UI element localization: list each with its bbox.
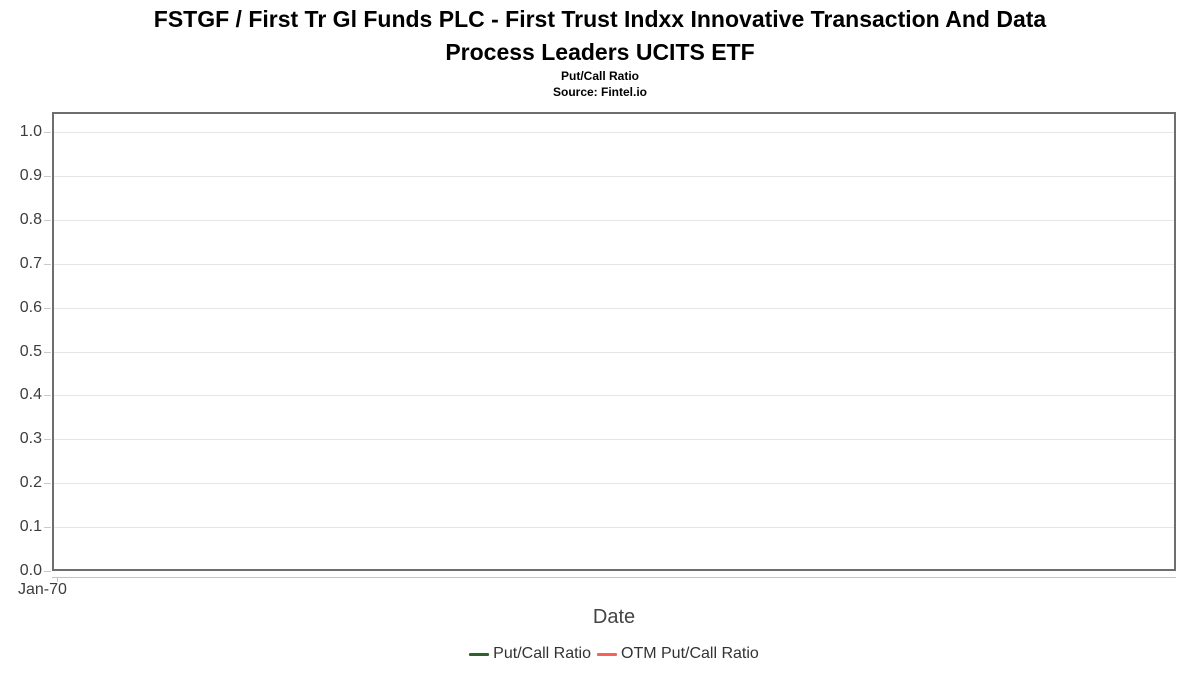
- y-tick-label: 0.7: [19, 254, 42, 272]
- y-gridline: [54, 483, 1174, 485]
- x-tick-label: Jan-70: [18, 581, 67, 598]
- x-axis-line: [52, 577, 1176, 578]
- y-gridline: [54, 263, 1174, 265]
- y-tick-label: 0.1: [19, 518, 42, 536]
- chart-legend: Put/Call Ratio OTM Put/Call Ratio: [52, 645, 1176, 663]
- y-tick-label: 0.2: [19, 474, 42, 492]
- y-tick-label: 0.6: [19, 298, 42, 316]
- y-tick-mark: [44, 219, 51, 221]
- y-tick-label: 0.0: [19, 562, 42, 579]
- y-tick-mark: [44, 571, 51, 572]
- y-gridline: [54, 175, 1174, 177]
- legend-item-put-call-ratio[interactable]: Put/Call Ratio: [469, 645, 591, 663]
- chart-title: FSTGF / First Tr Gl Funds PLC - First Tr…: [0, 3, 1200, 69]
- y-gridline: [54, 219, 1174, 221]
- y-gridline: [54, 307, 1174, 309]
- chart-title-line1: FSTGF / First Tr Gl Funds PLC - First Tr…: [153, 6, 1047, 32]
- legend-line-swatch: [469, 652, 490, 656]
- series-lines: [54, 114, 1174, 569]
- y-gridline: [54, 132, 1174, 133]
- y-tick-label: 0.4: [19, 386, 42, 404]
- chart-title-line2: Process Leaders UCITS ETF: [445, 39, 755, 65]
- legend-label: Put/Call Ratio: [493, 645, 591, 662]
- y-tick-mark: [44, 527, 51, 529]
- legend-label: OTM Put/Call Ratio: [621, 645, 759, 662]
- chart-source: Source: Fintel.io: [552, 85, 647, 99]
- y-tick-mark: [44, 132, 51, 133]
- y-tick-label: 1.0: [19, 123, 42, 140]
- y-gridline: [54, 527, 1174, 529]
- plot-area[interactable]: [52, 112, 1176, 571]
- y-tick-label: 0.3: [19, 430, 42, 448]
- x-tick-mark: [57, 577, 58, 582]
- y-tick-label: 0.8: [19, 210, 42, 228]
- y-tick-label: 0.5: [19, 342, 42, 360]
- y-gridline: [54, 351, 1174, 353]
- y-tick-mark: [44, 351, 51, 353]
- y-tick-mark: [44, 395, 51, 397]
- y-tick-label: 0.9: [19, 166, 42, 184]
- y-tick-mark: [44, 175, 51, 177]
- y-tick-mark: [44, 439, 51, 441]
- legend-item-otm-put-call-ratio[interactable]: OTM Put/Call Ratio: [597, 645, 759, 663]
- y-tick-mark: [44, 263, 51, 265]
- y-gridline: [54, 395, 1174, 397]
- x-axis-title: Date: [592, 606, 636, 628]
- y-tick-mark: [44, 307, 51, 309]
- y-gridline: [54, 439, 1174, 441]
- y-tick-mark: [44, 483, 51, 485]
- legend-line-swatch: [597, 652, 617, 656]
- chart-subtitle: Put/Call Ratio: [560, 69, 639, 83]
